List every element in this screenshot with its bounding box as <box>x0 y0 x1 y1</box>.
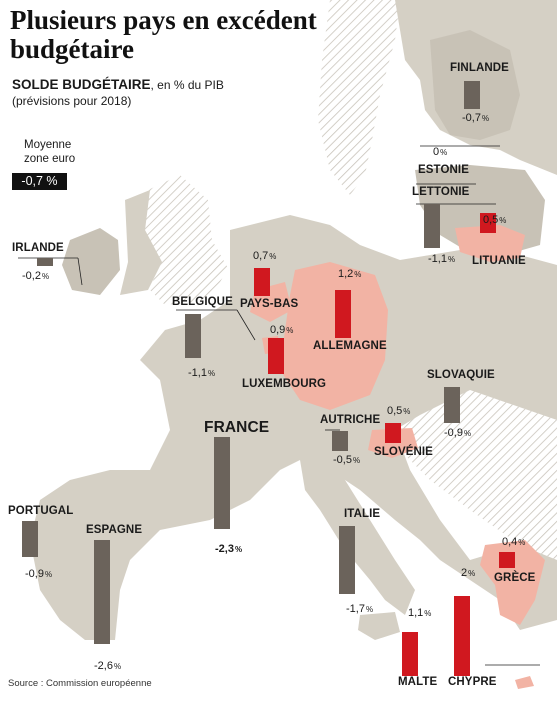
bar-malte <box>402 632 418 676</box>
bar-chypre <box>454 596 470 676</box>
country-label-lettonie: LETTONIE <box>412 186 470 198</box>
hatched-scandinavia <box>318 0 400 195</box>
average-label-line1: Moyenne <box>24 139 72 151</box>
bar-belgique <box>185 314 201 358</box>
bar-finlande <box>464 81 480 109</box>
value-label-belgique: -1,1% <box>188 367 216 379</box>
bar-espagne <box>94 540 110 644</box>
source-note: Source : Commission européenne <box>8 678 152 689</box>
bar-lettonie <box>424 204 440 248</box>
country-label-slovénie: SLOVÉNIE <box>374 446 433 458</box>
surplus-slovenia <box>368 428 418 458</box>
country-label-grèce: GRÈCE <box>494 572 536 584</box>
country-label-irlande: IRLANDE <box>12 242 64 254</box>
subtitle-main: SOLDE BUDGÉTAIRE <box>12 77 151 92</box>
country-label-belgique: BELGIQUE <box>172 296 233 308</box>
land-ireland <box>62 228 120 295</box>
value-label-autriche: -0,5% <box>333 454 361 466</box>
subtitle-unit: , en % du PIB <box>150 78 224 92</box>
value-label-espagne: -2,6% <box>94 660 122 672</box>
value-label-portugal: -0,9% <box>25 568 53 580</box>
country-label-italie: ITALIE <box>344 508 381 520</box>
bar-pays-bas <box>254 268 270 296</box>
value-label-luxembourg: 0,9% <box>270 324 294 336</box>
average-label-line2: zone euro <box>24 153 76 165</box>
country-label-espagne: ESPAGNE <box>86 524 143 536</box>
bar-slovaquie <box>444 387 460 423</box>
country-label-malte: MALTE <box>398 676 438 688</box>
average-value-badge: -0,7 % <box>12 173 67 190</box>
country-label-autriche: AUTRICHE <box>320 414 381 426</box>
value-label-lettonie: -1,1% <box>428 253 456 265</box>
country-label-portugal: PORTUGAL <box>8 505 74 517</box>
country-label-finlande: FINLANDE <box>450 62 509 74</box>
country-label-france: FRANCE <box>204 419 270 436</box>
country-label-pays-bas: PAYS-BAS <box>240 298 299 310</box>
bar-italie <box>339 526 355 594</box>
bar-lituanie <box>480 213 496 233</box>
value-label-italie: -1,7% <box>346 603 374 615</box>
surplus-lithuania <box>455 225 525 262</box>
bar-grèce <box>499 552 515 568</box>
value-label-slovénie: 0,5% <box>387 405 411 417</box>
value-label-irlande: -0,2% <box>22 270 50 282</box>
land-italy <box>300 450 415 615</box>
bar-portugal <box>22 521 38 557</box>
value-label-slovaquie: -0,9% <box>444 427 472 439</box>
country-label-estonie: ESTONIE <box>418 164 469 176</box>
value-label-grèce: 0,4% <box>502 536 526 548</box>
country-label-luxembourg: LUXEMBOURG <box>242 378 327 390</box>
chart-title: Plusieurs pays en excédent budgétaire <box>10 5 317 64</box>
surplus-cyprus <box>515 676 534 689</box>
value-label-chypre: 2% <box>461 567 476 579</box>
value-label-estonie: 0% <box>433 146 448 158</box>
bar-irlande <box>37 258 53 266</box>
value-label-france: -2,3% <box>215 543 243 555</box>
bar-allemagne <box>335 290 351 338</box>
value-label-finlande: -0,7% <box>462 112 490 124</box>
bar-slovénie <box>385 423 401 443</box>
value-label-pays-bas: 0,7% <box>253 250 277 262</box>
land-uk <box>120 190 162 295</box>
bar-autriche <box>332 431 348 451</box>
subtitle-note: (prévisions pour 2018) <box>12 94 132 108</box>
bar-france <box>214 437 230 529</box>
country-label-lituanie: LITUANIE <box>472 255 526 267</box>
country-label-slovaquie: SLOVAQUIE <box>427 369 495 381</box>
bar-luxembourg <box>268 338 284 374</box>
surplus-greece <box>480 540 545 625</box>
chart-subtitle: SOLDE BUDGÉTAIRE, en % du PIB (prévision… <box>12 77 224 109</box>
country-label-chypre: CHYPRE <box>448 676 497 688</box>
surplus-germany <box>280 262 388 410</box>
country-label-allemagne: ALLEMAGNE <box>313 340 387 352</box>
value-label-allemagne: 1,2% <box>338 268 362 280</box>
land-continent <box>30 215 557 640</box>
average-label: Moyenne zone euro <box>24 138 75 166</box>
land-sicily <box>358 612 400 640</box>
hatched-east <box>400 390 557 560</box>
value-label-lituanie: 0,5% <box>483 214 507 226</box>
hatched-uk <box>142 175 228 305</box>
value-label-malte: 1,1% <box>408 607 432 619</box>
